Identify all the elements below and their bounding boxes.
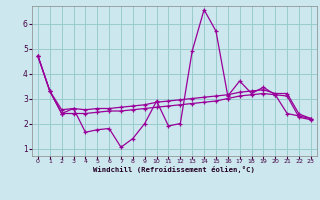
X-axis label: Windchill (Refroidissement éolien,°C): Windchill (Refroidissement éolien,°C) bbox=[93, 166, 255, 173]
